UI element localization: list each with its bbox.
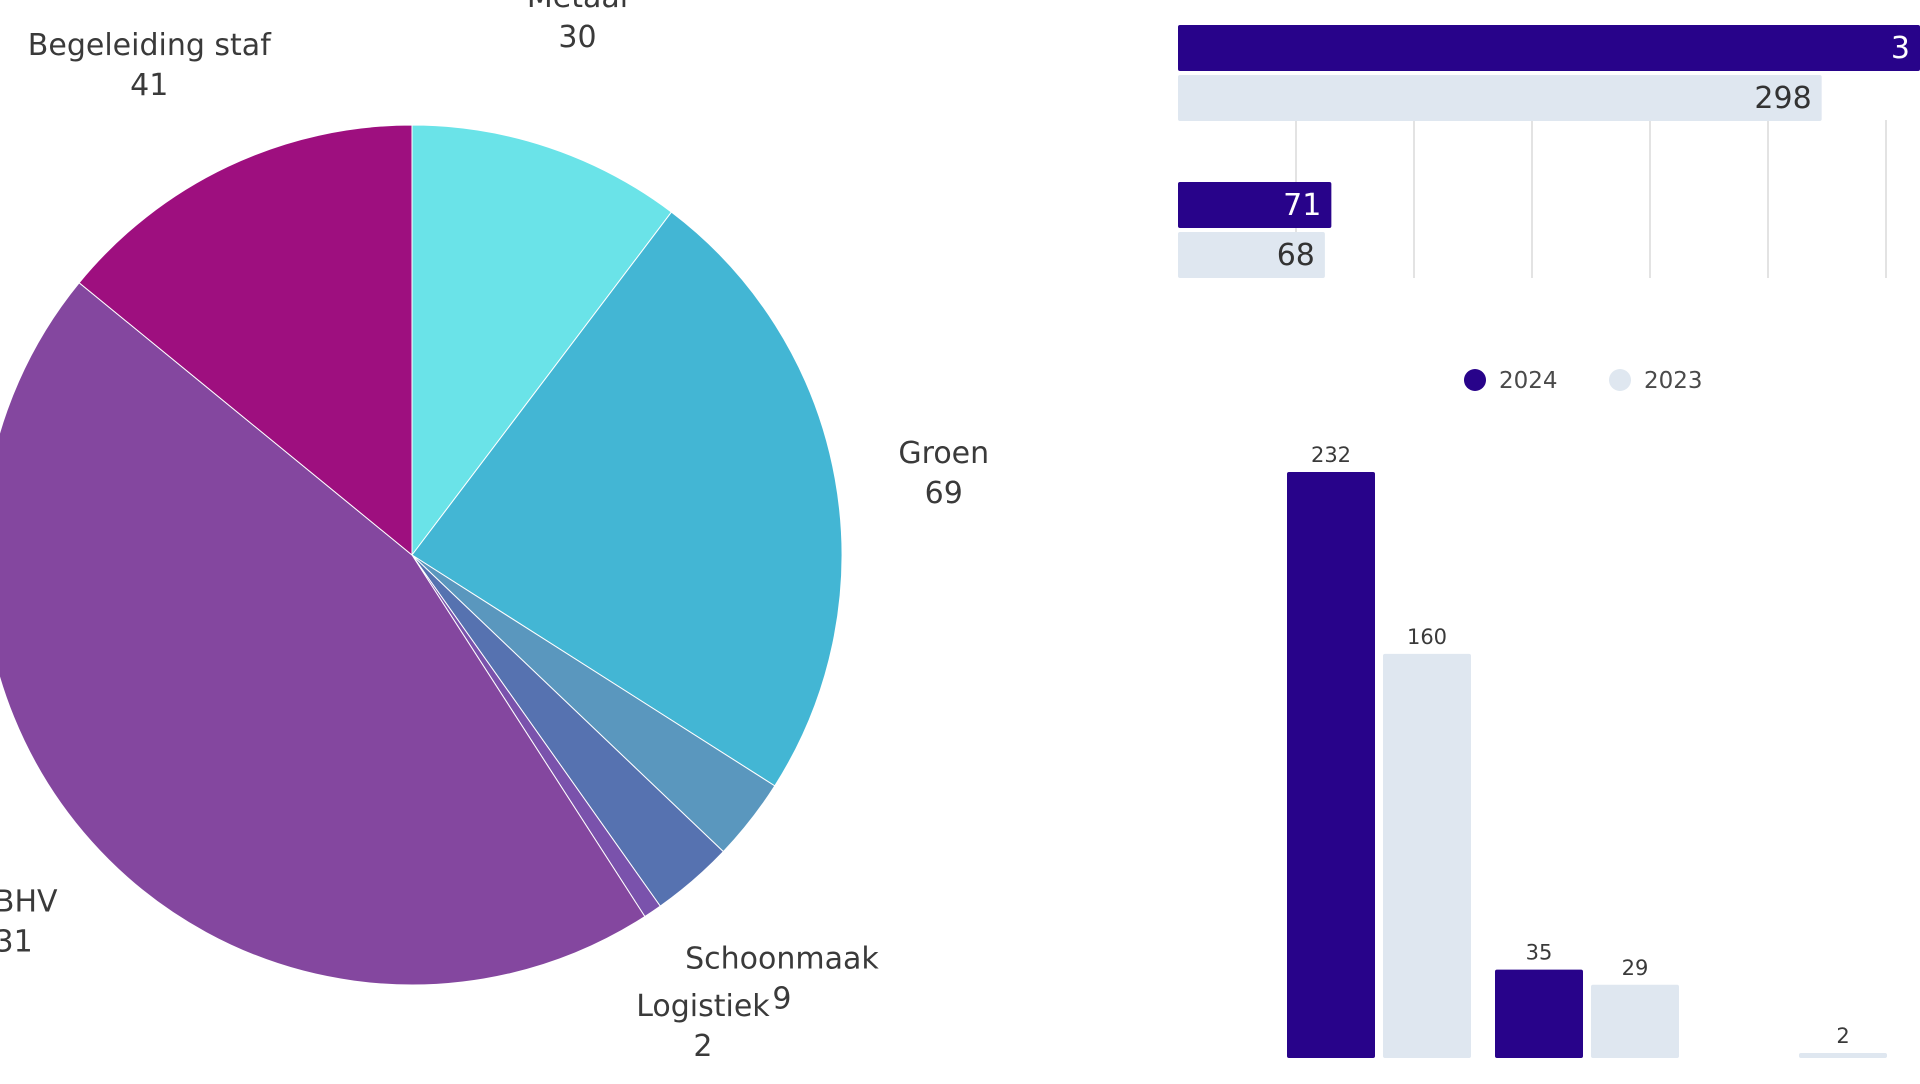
hbar-2023-1: [1178, 232, 1325, 278]
legend-marker-2024: [1464, 369, 1486, 391]
pie-label-name-3: Schoonmaak: [685, 941, 879, 976]
pie-slice-5: [0, 282, 646, 986]
pie-label-value-5: 131: [0, 924, 33, 959]
vbar-2024-1: [1495, 969, 1583, 1058]
legend-marker-2023: [1609, 369, 1631, 391]
vbar-label-2023-2: 2: [1836, 1024, 1849, 1048]
legend-label-2024: 2024: [1499, 368, 1558, 394]
pie-label-name-5: O/ BHV: [0, 884, 58, 919]
pie-slice-1: [411, 211, 843, 787]
horizontal-bar-chart: 3 298 71 68: [1178, 25, 1920, 278]
vbar-2023-1: [1591, 984, 1679, 1058]
pie-slice-0: [411, 124, 673, 557]
vbar-label-2023-1: 29: [1622, 956, 1649, 980]
vbar-label-2024-1: 35: [1526, 941, 1553, 965]
hbar-label-2024-1: 71: [1283, 188, 1321, 223]
legend-label-2023: 2023: [1644, 368, 1703, 394]
pie-label-value-0: 30: [558, 20, 596, 55]
hbar-label-2024-0: 3: [1891, 31, 1910, 66]
vertical-bar-chart: 2024 2023 232 160 35 29 2: [1287, 368, 1887, 1058]
hbar-label-2023-1: 68: [1277, 238, 1315, 273]
pie-slice-6: [78, 124, 413, 557]
hbar-label-2023-0: 298: [1754, 81, 1811, 116]
pie-label-value-3: 9: [772, 981, 791, 1016]
pie-label-name-4: Logistiek: [636, 989, 770, 1024]
pie-label-value-1: 69: [925, 476, 963, 511]
hbar-2024-0: [1178, 25, 1920, 71]
vbar-2023-2: [1799, 1052, 1887, 1058]
pie-label-name-6: Begeleiding staf: [28, 28, 272, 63]
hbar-2023-0: [1178, 75, 1822, 121]
pie-label-value-6: 41: [130, 68, 168, 103]
pie-label-value-4: 2: [693, 1029, 712, 1064]
vbar-label-2023-0: 160: [1407, 625, 1447, 649]
hbar-2024-1: [1178, 182, 1332, 228]
vbar-2024-0: [1287, 472, 1375, 1058]
vbar-2023-0: [1383, 653, 1471, 1058]
pie-label-name-1: Groen: [898, 436, 989, 471]
pie-label-name-0: Metaal: [527, 0, 628, 15]
vbar-label-2024-0: 232: [1311, 443, 1351, 467]
